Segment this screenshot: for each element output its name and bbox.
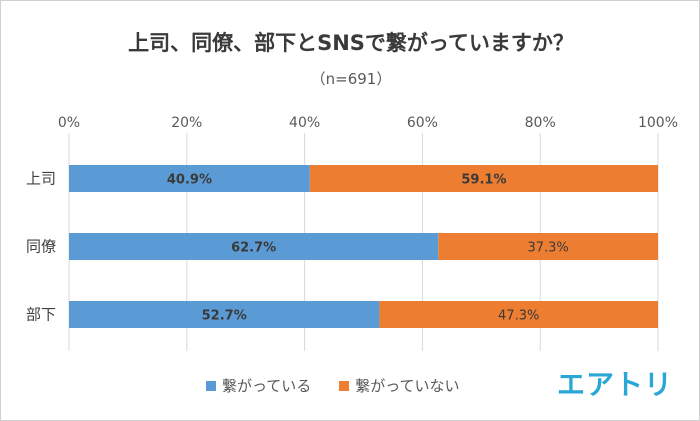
x-tick-label: 60% <box>407 115 438 131</box>
data-label: 37.3% <box>527 241 568 256</box>
data-label: 40.9% <box>167 173 212 188</box>
chart-subtitle: （n=691） <box>310 70 392 88</box>
x-tick-label: 80% <box>525 115 556 131</box>
data-label: 62.7% <box>231 241 276 256</box>
airtrip-logo: エアトリ <box>557 368 674 401</box>
bar-segment <box>438 233 658 260</box>
x-tick-label: 100% <box>638 115 678 131</box>
x-tick-label: 40% <box>289 115 320 131</box>
bar-segment <box>69 233 439 260</box>
category-label: 部下 <box>26 306 56 324</box>
data-label: 47.3% <box>498 309 539 324</box>
data-label: 59.1% <box>461 173 506 188</box>
x-tick-label: 20% <box>171 115 202 131</box>
x-tick-label: 0% <box>58 115 80 131</box>
bar-segment <box>309 165 658 192</box>
chart-title: 上司、同僚、部下とSNSで繋がっていますか？ <box>128 31 574 55</box>
bar-segment <box>69 165 310 192</box>
category-label: 上司 <box>26 170 56 188</box>
legend: 繋がっている 繋がっていない <box>206 375 488 396</box>
data-label: 52.7% <box>202 309 247 324</box>
legend-item-connected: 繋がっている <box>206 375 311 396</box>
legend-label-connected: 繋がっている <box>222 377 312 395</box>
category-label: 同僚 <box>26 238 56 256</box>
legend-label-not-connected: 繋がっていない <box>355 377 460 395</box>
legend-item-not-connected: 繋がっていない <box>339 375 460 396</box>
legend-swatch-connected <box>206 380 216 391</box>
legend-swatch-not-connected <box>339 380 350 391</box>
bar-segment <box>379 301 658 328</box>
bar-segment <box>69 301 380 328</box>
